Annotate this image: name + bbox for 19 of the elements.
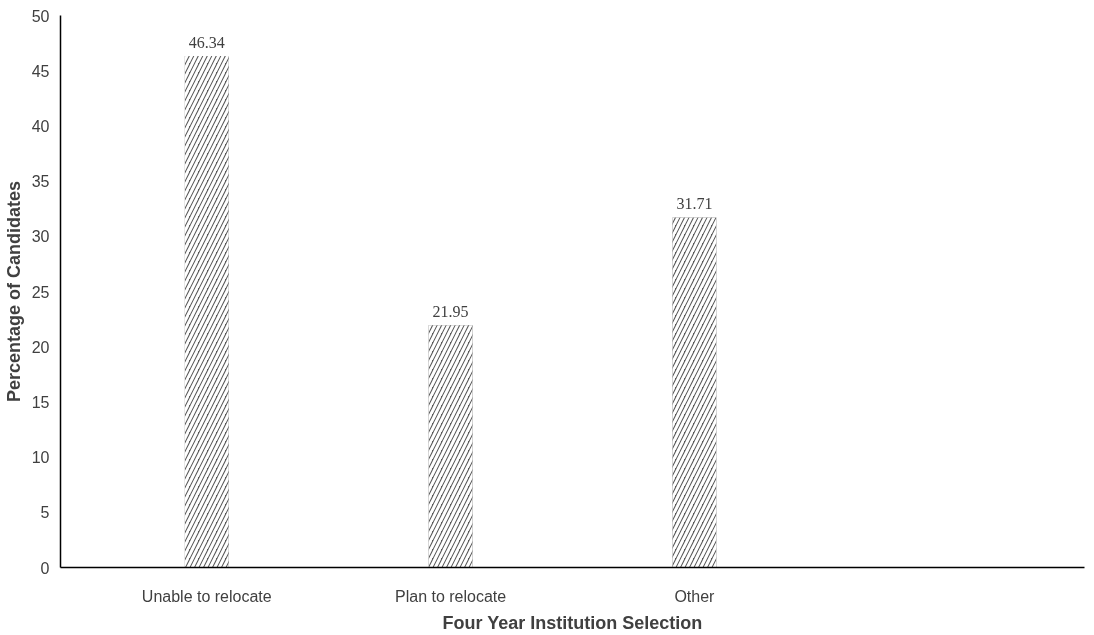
x-tick-label: Unable to relocate xyxy=(141,587,272,605)
y-tick-label: 35 xyxy=(31,173,50,191)
y-tick-label: 0 xyxy=(40,559,50,577)
data-label: 21.95 xyxy=(432,303,469,321)
x-tick-label: Plan to relocate xyxy=(395,587,507,605)
y-tick-label: 15 xyxy=(31,393,50,411)
y-tick-label: 5 xyxy=(40,504,50,522)
x-tick-label: Other xyxy=(674,587,716,605)
y-tick-label: 40 xyxy=(31,117,50,135)
y-axis-title: Percentage of Candidates xyxy=(3,180,24,403)
y-tick-label: 45 xyxy=(31,62,50,80)
data-label: 31.71 xyxy=(676,195,713,213)
y-tick-label: 30 xyxy=(31,228,50,246)
y-tick-label: 50 xyxy=(31,7,50,25)
y-tick-label: 25 xyxy=(31,283,50,301)
y-tick-label: 20 xyxy=(31,338,50,356)
x-axis-title: Four Year Institution Selection xyxy=(442,612,703,633)
y-tick-label: 10 xyxy=(31,449,50,467)
data-label: 46.34 xyxy=(188,33,225,51)
